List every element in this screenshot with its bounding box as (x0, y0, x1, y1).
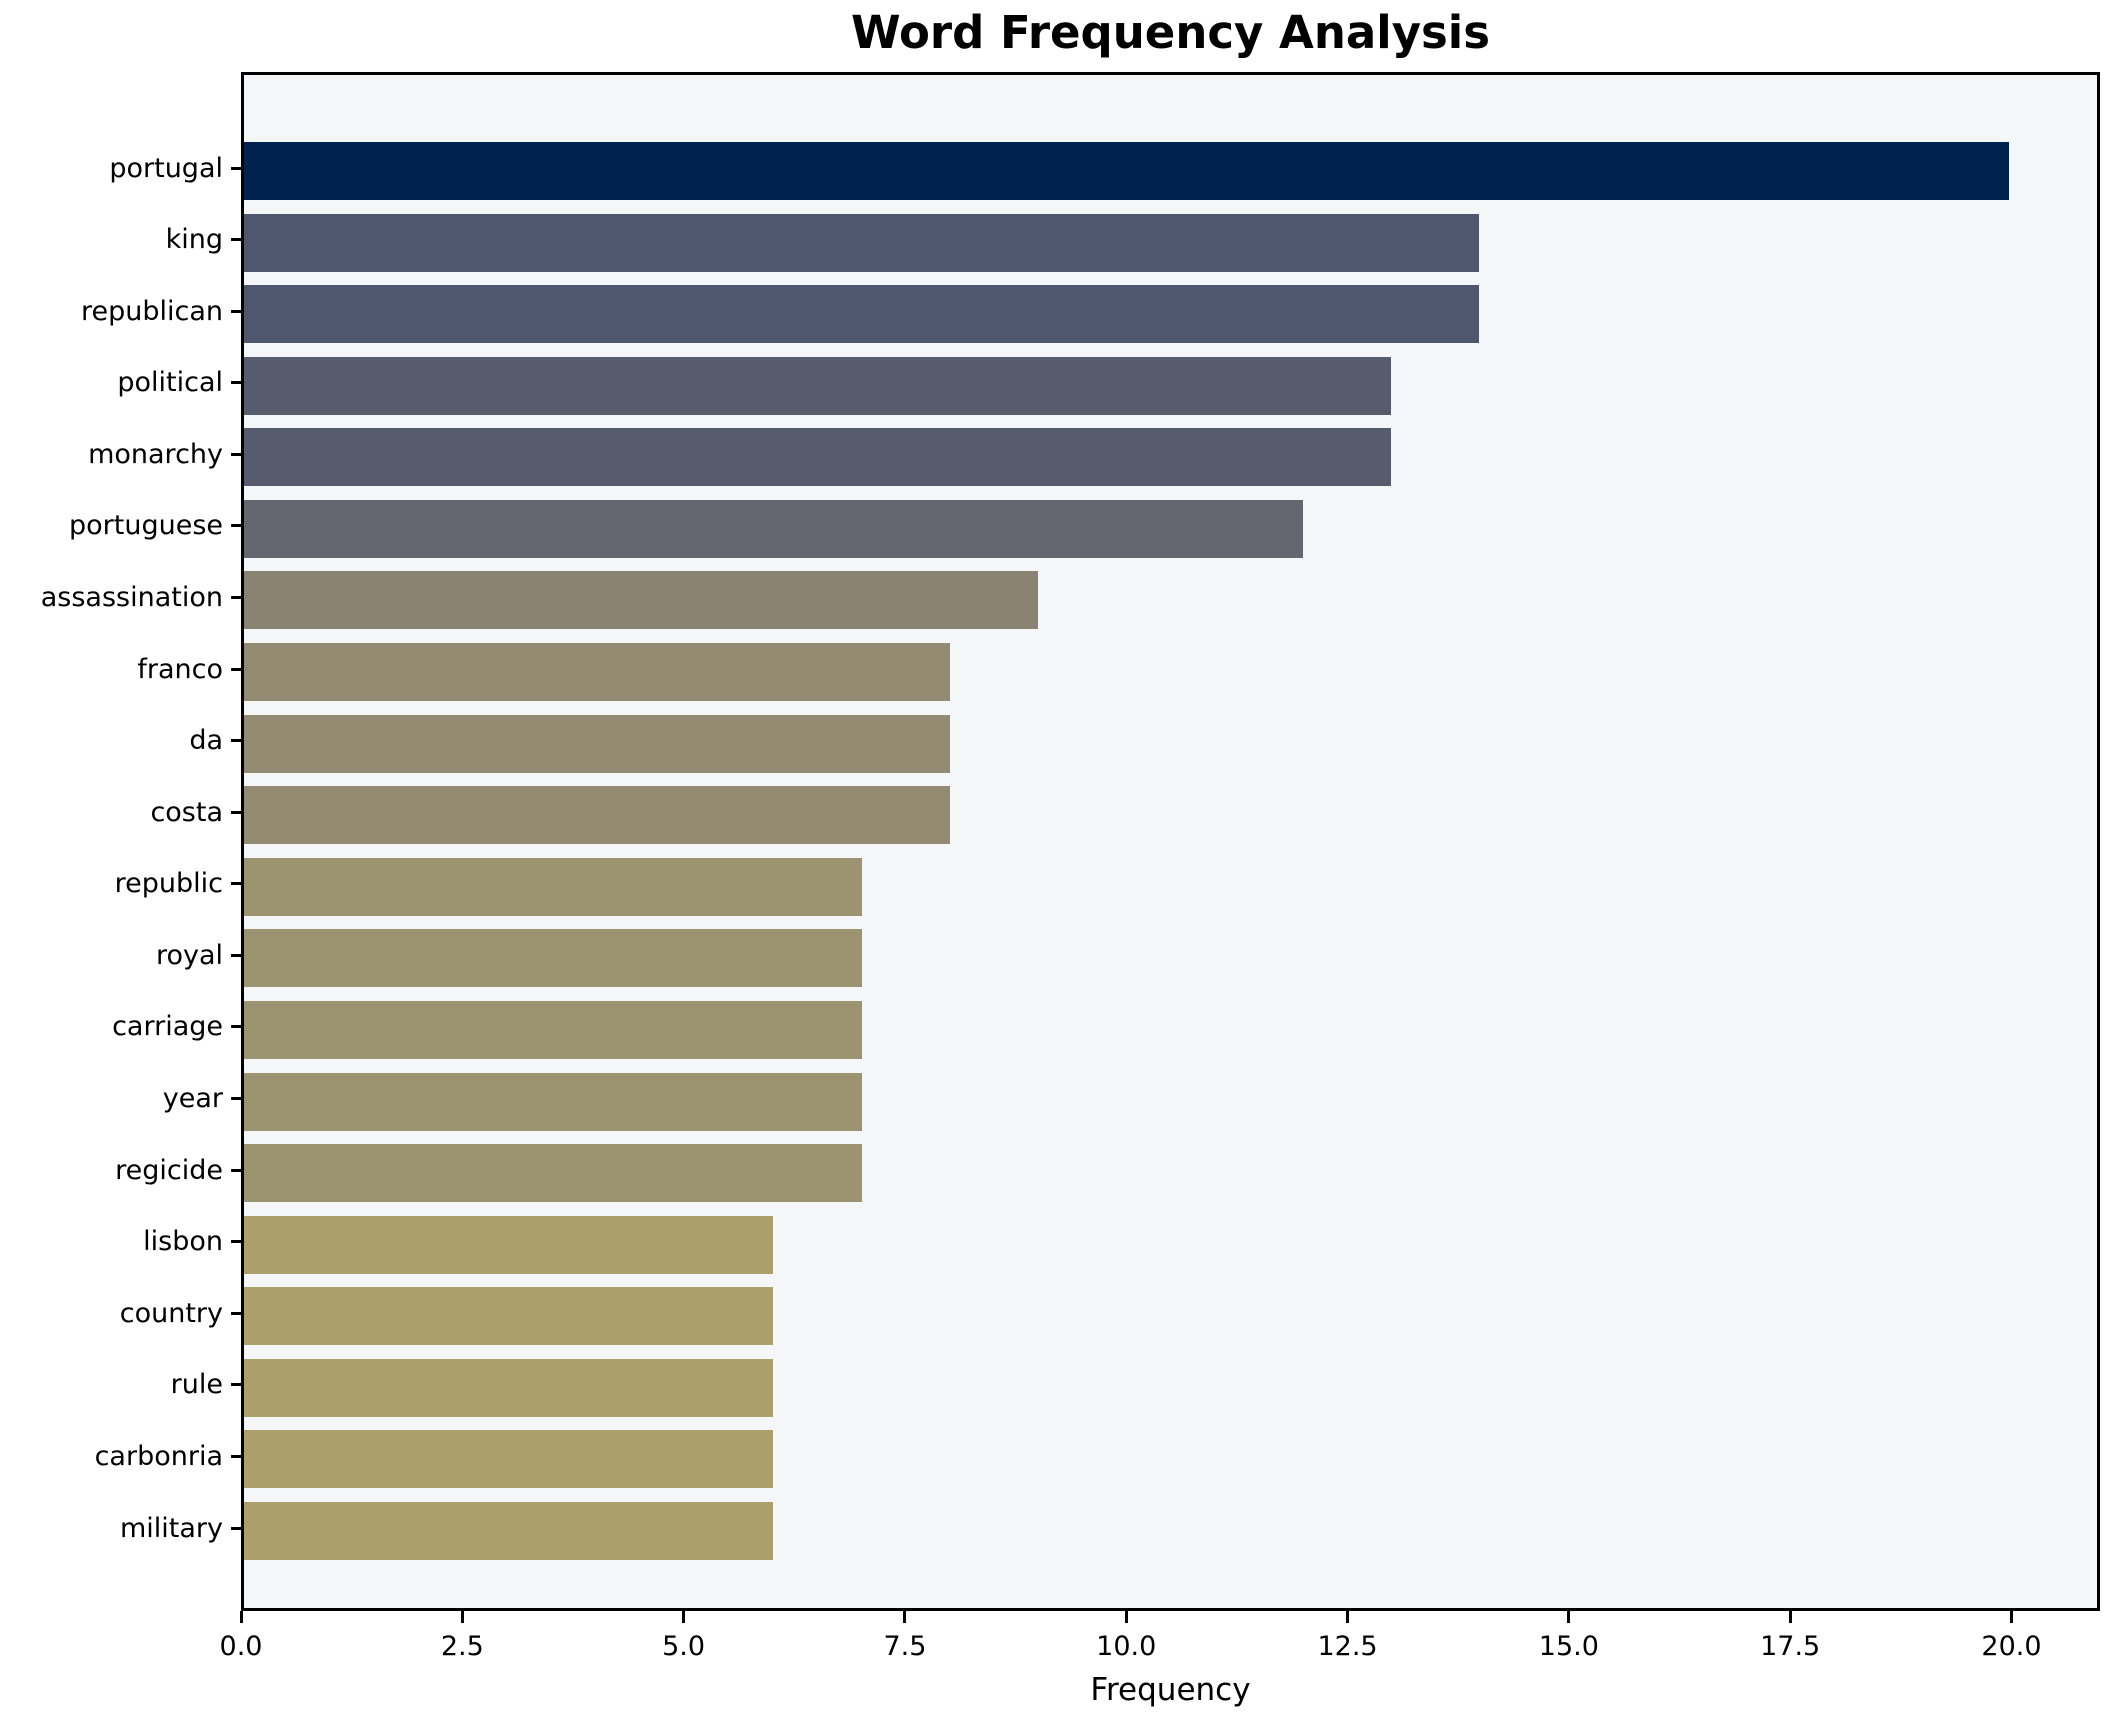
bar-carbonria (244, 1430, 774, 1489)
bar-rule (244, 1358, 774, 1417)
x-tick-mark (1788, 1611, 1792, 1623)
x-tick-label-5.0: 5.0 (662, 1631, 706, 1662)
y-tick-label-king: king (165, 224, 223, 256)
x-tick-mark (239, 1611, 243, 1623)
y-tick-mark (231, 1454, 241, 1458)
y-tick-mark (231, 309, 241, 313)
x-tick-mark (903, 1611, 907, 1623)
y-tick-label-costa: costa (150, 796, 223, 828)
y-tick-label-franco: franco (137, 653, 223, 685)
bar-assassination (244, 571, 1039, 630)
bar-country (244, 1287, 774, 1346)
y-tick-mark (231, 1097, 241, 1101)
y-tick-label-carbonria: carbonria (94, 1440, 223, 1472)
x-tick-mark (2009, 1611, 2013, 1623)
chart-title: Word Frequency Analysis (850, 6, 1491, 59)
y-tick-mark (231, 1025, 241, 1029)
x-tick-label-2.5: 2.5 (440, 1631, 484, 1662)
y-tick-mark (231, 381, 241, 385)
x-axis-label: Frequency (1090, 1672, 1251, 1708)
x-tick-mark (1124, 1611, 1128, 1623)
bar-republican (244, 285, 1480, 344)
y-tick-label-regicide: regicide (115, 1154, 223, 1186)
y-tick-mark (231, 882, 241, 886)
y-tick-mark (231, 595, 241, 599)
y-tick-mark (231, 739, 241, 743)
y-tick-mark (231, 667, 241, 671)
y-tick-mark (231, 1526, 241, 1530)
y-tick-label-rule: rule (170, 1369, 223, 1401)
y-tick-mark (231, 1168, 241, 1172)
y-tick-label-assassination: assassination (40, 581, 223, 613)
bar-portuguese (244, 499, 1303, 558)
x-tick-label-12.5: 12.5 (1317, 1631, 1378, 1662)
x-tick-label-15.0: 15.0 (1538, 1631, 1599, 1662)
y-tick-mark (231, 166, 241, 170)
bar-political (244, 356, 1392, 415)
bar-costa (244, 786, 950, 845)
x-tick-mark (1346, 1611, 1350, 1623)
y-tick-label-country: country (119, 1297, 223, 1329)
y-tick-label-year: year (162, 1083, 223, 1115)
x-tick-mark (460, 1611, 464, 1623)
y-tick-mark (231, 1240, 241, 1244)
x-tick-label-10.0: 10.0 (1096, 1631, 1157, 1662)
y-tick-mark (231, 1383, 241, 1387)
y-tick-label-monarchy: monarchy (88, 438, 223, 470)
bar-republic (244, 857, 862, 916)
bar-da (244, 714, 950, 773)
y-tick-label-da: da (189, 725, 223, 757)
x-tick-label-7.5: 7.5 (883, 1631, 927, 1662)
y-tick-label-royal: royal (155, 939, 223, 971)
bar-military (244, 1502, 774, 1561)
y-tick-label-lisbon: lisbon (143, 1226, 223, 1258)
x-tick-mark (1567, 1611, 1571, 1623)
x-tick-label-17.5: 17.5 (1760, 1631, 1821, 1662)
y-tick-mark (231, 238, 241, 242)
bar-franco (244, 643, 950, 702)
y-tick-mark (231, 524, 241, 528)
bar-portugal (244, 142, 2009, 200)
y-tick-label-republican: republican (80, 295, 223, 327)
x-tick-mark (682, 1611, 686, 1623)
y-tick-label-portugal: portugal (109, 152, 223, 184)
bar-year (244, 1072, 862, 1131)
x-tick-label-20.0: 20.0 (1981, 1631, 2042, 1662)
y-tick-label-portuguese: portuguese (69, 510, 223, 542)
bar-royal (244, 929, 862, 988)
y-tick-mark (231, 953, 241, 957)
bar-king (244, 213, 1480, 272)
plot-area (241, 72, 2100, 1611)
y-tick-mark (231, 452, 241, 456)
bar-carriage (244, 1000, 862, 1059)
y-tick-label-republic: republic (114, 868, 223, 900)
y-tick-mark (231, 810, 241, 814)
bar-regicide (244, 1144, 862, 1203)
x-tick-label-0.0: 0.0 (219, 1631, 263, 1662)
bar-lisbon (244, 1215, 774, 1274)
y-tick-label-carriage: carriage (112, 1011, 223, 1043)
y-tick-mark (231, 1311, 241, 1315)
y-tick-label-military: military (119, 1512, 223, 1544)
y-tick-label-political: political (117, 367, 223, 399)
bar-monarchy (244, 428, 1392, 487)
